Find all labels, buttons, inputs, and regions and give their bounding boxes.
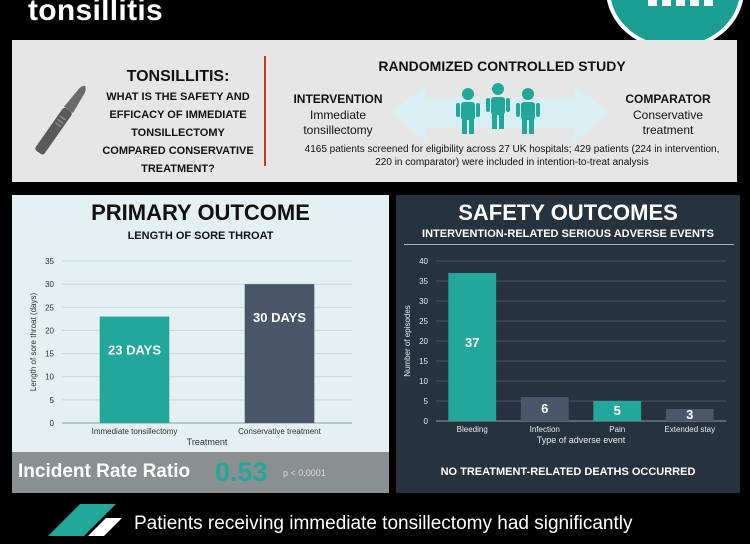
x-tick-label: Conservative treatment [238, 427, 321, 436]
x-tick-label: Immediate tonsillectomy [92, 427, 178, 436]
y-axis-title: Number of episodes [403, 305, 412, 377]
y-tick-label: 35 [45, 257, 54, 266]
x-axis-title: Type of adverse event [537, 435, 626, 445]
x-tick-label: Bleeding [457, 425, 488, 434]
bar [520, 397, 569, 421]
question-title: TONSILLITIS: [126, 68, 230, 85]
comparator-heading: COMPARATOR [625, 92, 711, 106]
y-tick-label: 30 [419, 297, 428, 306]
y-tick-label: 30 [45, 280, 54, 289]
irr-value: 0.53 [215, 457, 268, 487]
y-tick-label: 15 [419, 357, 428, 366]
y-tick-label: 25 [45, 303, 54, 312]
study-design-title: RANDOMIZED CONTROLLED STUDY [378, 58, 626, 74]
bar [448, 273, 497, 421]
y-axis-title: Length of sore throat (days) [29, 293, 38, 392]
x-tick-label: Pain [609, 425, 625, 434]
divider [264, 56, 266, 166]
data-label: 6 [541, 401, 548, 416]
primary-outcome-chart: 0 5 10 15 20 25 30 35 Immediate tonsillectomy 23 … [29, 257, 352, 447]
bar [593, 401, 642, 421]
primary-outcome-title: PRIMARY OUTCOME [91, 200, 310, 225]
intervention-heading: INTERVENTION [293, 92, 383, 106]
data-label: 30 DAYS [253, 310, 306, 325]
incident-rate-ratio-bar [12, 452, 389, 493]
x-tick-label: Extended stay [664, 425, 715, 434]
conclusion-text: Patients receiving immediate tonsillecto… [134, 513, 633, 534]
question-text: WHAT IS THE SAFETY AND EFFICACY OF IMMED… [102, 91, 254, 175]
safety-outcome-chart: 0510152025303540Bleeding37Infection6Pain… [403, 257, 726, 445]
y-tick-label: 35 [419, 277, 428, 286]
y-tick-label: 20 [45, 326, 54, 335]
enrollment-text: 4165 patients screened for eligibility a… [304, 144, 720, 168]
p-value: p < 0.0001 [283, 468, 326, 478]
y-tick-label: 40 [419, 257, 428, 266]
deaths-note: NO TREATMENT-RELATED DEATHS OCCURRED [440, 466, 696, 478]
y-tick-label: 5 [50, 396, 55, 405]
data-label: 3 [686, 407, 693, 422]
page-title: tonsillitis [28, 0, 163, 27]
scalpel-icon [35, 85, 86, 155]
safety-outcome-subtitle: INTERVENTION-RELATED SERIOUS ADVERSE EVE… [422, 228, 714, 240]
people-icon [456, 83, 540, 134]
study-summary-panel [12, 40, 737, 182]
y-tick-label: 15 [45, 350, 54, 359]
divider [404, 244, 734, 245]
bar [244, 284, 315, 423]
irr-label: Incident Rate Ratio [18, 461, 191, 482]
primary-outcome-panel [12, 195, 389, 493]
data-label: 5 [614, 403, 621, 418]
data-label: 23 DAYS [108, 343, 161, 358]
y-tick-label: 0 [50, 419, 55, 428]
bar [665, 409, 714, 421]
x-tick-label: Infection [530, 425, 560, 434]
y-tick-label: 10 [45, 373, 54, 382]
comparator-text: Conservative treatment [632, 108, 704, 137]
data-label: 37 [465, 335, 479, 350]
intervention-text: Immediate tonsillectomy [303, 108, 373, 137]
x-axis-title: Treatment [187, 437, 228, 447]
y-tick-label: 10 [419, 377, 428, 386]
double-arrow-icon [392, 83, 608, 142]
scalpel-icon [48, 504, 122, 536]
y-tick-label: 25 [419, 317, 428, 326]
primary-outcome-subtitle: LENGTH OF SORE THROAT [127, 230, 274, 242]
safety-outcome-title: SAFETY OUTCOMES [458, 200, 678, 225]
y-tick-label: 20 [419, 337, 428, 346]
y-tick-label: 5 [424, 397, 429, 406]
y-tick-label: 0 [424, 417, 429, 426]
bar [99, 316, 170, 423]
